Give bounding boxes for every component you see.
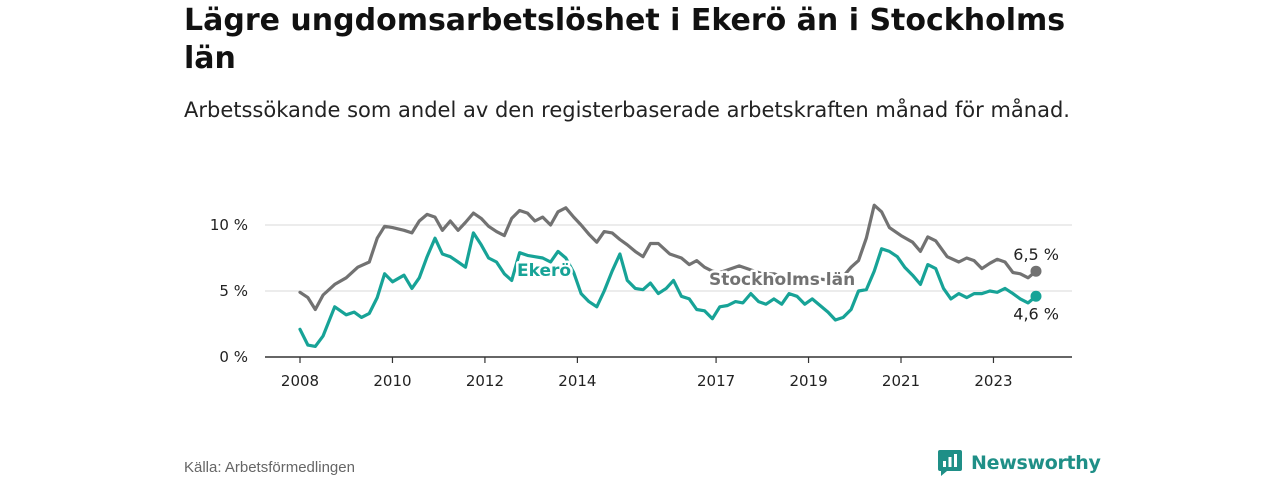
- brand-name: Newsworthy: [971, 452, 1101, 474]
- ekero-line: [298, 231, 1038, 348]
- x-tick-label: 2008: [281, 372, 319, 390]
- stockholm-end-point: [1030, 265, 1042, 277]
- y-tick-label: 5 %: [219, 282, 248, 300]
- y-tick-label: 0 %: [219, 348, 248, 366]
- ekero-series-label: Ekerö: [517, 261, 571, 281]
- x-tick-label: 2012: [466, 372, 504, 390]
- x-tick-label: 2023: [974, 372, 1012, 390]
- x-axis-ticks: 2008 2010 2012 2014 2017 2019 2021 2023: [281, 357, 1013, 390]
- x-tick-label: 2021: [882, 372, 920, 390]
- series-lines: [298, 203, 1042, 348]
- stockholm-line: [298, 203, 1038, 312]
- y-tick-label: 10 %: [210, 216, 248, 234]
- ekero-end-point: [1030, 290, 1042, 302]
- x-tick-label: 2010: [373, 372, 411, 390]
- y-axis-ticks: 0 % 5 % 10 %: [210, 216, 248, 366]
- series-labels: Ekerö Stockholms län 6,5 % 4,6 %: [515, 243, 1062, 325]
- stockholm-end-value: 6,5 %: [1013, 245, 1059, 264]
- brand-logo[interactable]: Newsworthy: [937, 449, 1101, 477]
- x-tick-label: 2019: [789, 372, 827, 390]
- x-tick-label: 2014: [558, 372, 596, 390]
- line-chart: 0 %5 %10 % 2008 2010 2012 2014 2017 2019 2021 2…: [210, 203, 1072, 390]
- stockholm-series-label: Stockholms län: [709, 270, 855, 290]
- chart-subtitle: Arbetssökande som andel av den registerb…: [184, 98, 1070, 122]
- ekero-end-value: 4,6 %: [1013, 304, 1059, 323]
- x-tick-label: 2017: [697, 372, 735, 390]
- chart-title: Lägre ungdomsarbetslöshet i Ekerö än i S…: [184, 3, 1066, 76]
- gridlines: [265, 224, 1072, 358]
- source-note: Källa: Arbetsförmedlingen: [184, 459, 355, 476]
- newsworthy-logo-icon: [938, 450, 962, 476]
